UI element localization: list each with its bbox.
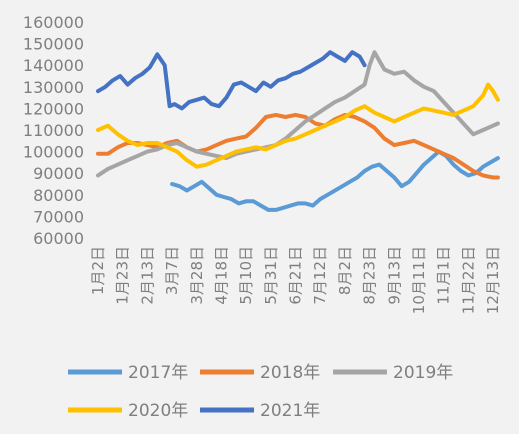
y-tick-label: 90000	[33, 164, 84, 183]
x-tick-label: 11月22日	[459, 246, 477, 314]
y-tick-label: 160000	[23, 13, 84, 32]
x-tick-label: 1月2日	[89, 246, 107, 295]
x-tick-label: 11月1日	[435, 246, 453, 305]
legend-label: 2017年	[128, 363, 188, 383]
legend-label: 2020年	[128, 401, 188, 421]
series-line-3	[96, 50, 500, 178]
y-tick-label: 110000	[23, 121, 84, 140]
y-tick-label: 100000	[23, 143, 84, 162]
y-tick-label: 120000	[23, 99, 84, 118]
y-axis: 60000 70000 80000 90000 100000 110000 120000 13…	[23, 13, 84, 248]
x-tick-label: 5月10日	[237, 246, 255, 305]
legend-label: 2019年	[393, 363, 453, 383]
x-tick-label: 10月11日	[410, 246, 428, 314]
x-tick-label: 9月13日	[385, 246, 403, 305]
series-line-5	[96, 50, 367, 111]
x-tick-label: 2月13日	[138, 246, 156, 305]
y-tick-label: 130000	[23, 78, 84, 97]
series-line-2	[96, 112, 500, 180]
y-tick-label: 150000	[23, 35, 84, 54]
x-tick-label: 1月23日	[114, 246, 132, 305]
y-tick-label: 80000	[33, 186, 84, 205]
legend-label: 2021年	[260, 401, 320, 421]
x-tick-label: 6月21日	[287, 246, 305, 305]
x-tick-label: 7月12日	[311, 246, 329, 305]
legend-label: 2018年	[260, 363, 320, 383]
plot-area	[96, 50, 500, 212]
series-line-4	[96, 82, 500, 169]
x-tick-label: 5月31日	[262, 246, 280, 305]
x-tick-label: 8月2日	[336, 246, 354, 295]
y-tick-label: 70000	[33, 207, 84, 226]
y-tick-label: 60000	[33, 229, 84, 248]
x-axis: 1月2日 1月23日 2月13日 3月7日 3月28日 4月18日 5月10日 5月31日 6月…	[89, 246, 502, 314]
x-tick-label: 8月23日	[361, 246, 379, 305]
x-tick-label: 4月18日	[212, 246, 230, 305]
y-tick-label: 140000	[23, 56, 84, 75]
x-tick-label: 12月13日	[484, 246, 502, 314]
x-tick-label: 3月28日	[188, 246, 206, 305]
x-tick-label: 3月7日	[163, 246, 181, 295]
legend: 2017年 2018年 2019年 2020年 2021年	[68, 363, 453, 421]
